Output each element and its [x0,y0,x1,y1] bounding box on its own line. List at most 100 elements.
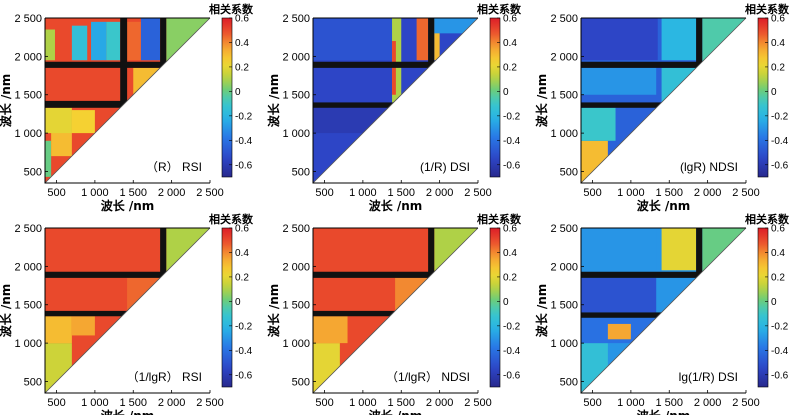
absorption-band [45,271,210,278]
heatmap-region [581,107,616,141]
colorbar [221,227,233,388]
y-tick-label: 1 000 [282,128,310,140]
x-tick-label: 1 000 [617,397,645,409]
colorbar-tick-label: 0 [771,297,777,308]
colorbar-tick-label: -0.6 [771,160,789,171]
colorbar-tick-label: -0.2 [503,321,521,332]
axes-frame [580,228,746,394]
colorbar-tick-label: 0.4 [503,248,517,259]
y-tick-label: 2 500 [14,223,42,235]
absorption-band [313,310,478,317]
y-axis-label: 波长 /nm [0,74,13,128]
y-tick-label: 2 000 [14,51,42,63]
x-tick-label: 1 500 [655,187,683,199]
colorbar-tick-label: 0.4 [771,248,785,259]
colorbar-tick-label: 0.6 [771,14,785,25]
heatmap-region [607,323,631,340]
x-tick-label: 2 000 [426,187,454,199]
panel-label: （1/lgR） NDSI [386,370,470,384]
x-tick-label: 1 000 [349,397,377,409]
colorbar-tick-label: 0.4 [235,248,249,259]
heatmap-region [45,107,72,134]
absorption-band [581,271,746,278]
x-tick-label: 500 [47,397,65,409]
y-tick-label: 2 000 [282,51,310,63]
absorption-band [696,18,703,183]
y-axis-label: 波长 /nm [0,284,13,338]
colorbar [221,17,233,178]
panel-label: （1/lgR） RSI [127,370,202,384]
colorbar-tick-label: -0.4 [235,136,253,147]
heatmap-region [581,277,657,313]
colorbar-tick-label: -0.4 [771,346,789,357]
colorbar-tick-label: -0.6 [503,370,521,381]
colorbar [757,227,769,388]
x-axis-label: 波长 /nm [637,408,691,415]
heatmap-region [127,21,141,61]
y-tick-label: 1 500 [14,300,42,312]
x-tick-label: 2 500 [464,187,492,199]
axes-frame [312,18,478,184]
y-axis-label: 波长 /nm [266,74,281,128]
chart-panel: 500 500 1 000 1 000 1 500 1 500 2 000 2 000 2 50… [534,2,790,213]
colorbar-tick-label: 0.2 [235,62,249,73]
x-tick-label: 1 500 [655,397,683,409]
chart-panel: 500 500 1 000 1 000 1 500 1 500 2 000 2 000 2 50… [266,212,522,415]
y-axis-label: 波长 /nm [266,284,281,338]
y-tick-label: 1 000 [14,338,42,350]
heatmap-region [140,18,161,61]
colorbar-tick-label: -0.2 [503,111,521,122]
colorbar-tick-label: 0 [503,87,509,98]
x-tick-label: 2 000 [158,187,186,199]
chart-panel: 500 500 1 000 1 000 1 500 1 500 2 000 2 000 2 50… [534,212,790,415]
x-tick-label: 1 500 [387,187,415,199]
x-tick-label: 2 500 [196,397,224,409]
heatmap-region [313,343,340,393]
colorbar-tick-label: -0.4 [235,346,253,357]
x-tick-label: 500 [583,397,601,409]
y-tick-label: 1 500 [550,90,578,102]
x-tick-label: 500 [315,397,333,409]
diagonal-line [580,17,747,184]
heatmap-region [416,18,429,61]
axes-frame [44,18,210,184]
y-tick-label: 2 000 [14,261,42,273]
absorption-band [581,102,746,108]
x-tick-label: 500 [583,187,601,199]
diagonal-line [44,227,211,394]
colorbar-tick-label: 0.6 [503,224,517,235]
y-axis-label: 波长 /nm [534,284,549,338]
x-tick-label: 2 500 [196,187,224,199]
colorbar-tick-label: -0.6 [235,370,253,381]
colorbar-tick-label: 0.6 [503,14,517,25]
x-tick-label: 1 000 [81,397,109,409]
colorbar-tick-label: -0.6 [503,160,521,171]
heatmap-region [91,21,107,61]
x-tick-label: 2 500 [732,187,760,199]
heatmap-region [106,21,121,61]
heatmap-region [313,107,394,134]
y-tick-label: 1 500 [282,300,310,312]
absorption-band [581,312,746,318]
y-tick-label: 2 500 [14,13,42,25]
colorbar-title: 相关系数 [477,2,522,16]
y-tick-label: 500 [292,376,310,388]
colorbar-tick-label: 0.6 [235,224,249,235]
axes-frame [312,228,478,394]
diagonal-line [312,227,479,394]
x-tick-label: 2 000 [694,397,722,409]
x-axis-label: 波长 /nm [101,408,155,415]
colorbar-tick-label: -0.2 [235,321,253,332]
colorbar-title: 相关系数 [209,2,254,16]
colorbar-tick-label: 0.4 [235,38,249,49]
x-tick-label: 1 000 [81,187,109,199]
x-axis-label: 波长 /nm [369,408,423,415]
x-tick-label: 2 500 [732,397,760,409]
heatmap-region [392,18,402,103]
heatmap-region [581,18,658,61]
colorbar-tick-label: 0 [503,297,509,308]
absorption-band [120,18,128,183]
axes-frame [44,228,210,394]
colorbar-tick-label: -0.4 [503,346,521,357]
colorbar-tick-label: -0.2 [235,111,253,122]
